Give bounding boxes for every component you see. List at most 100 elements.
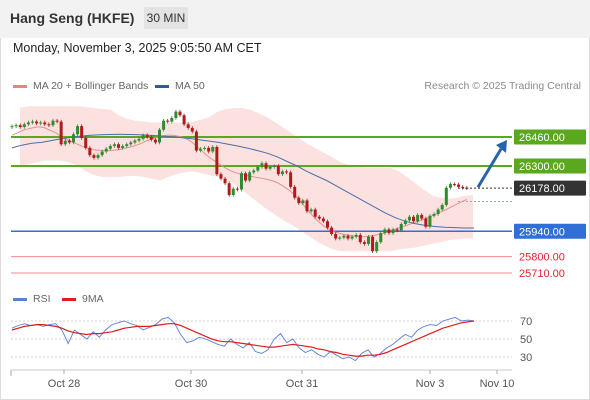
candle-body — [47, 124, 51, 126]
candle-body — [457, 184, 461, 187]
research-credit: Research © 2025 Trading Central — [424, 80, 581, 92]
rsi-tick-30: 30 — [520, 352, 532, 364]
candle-body — [436, 209, 440, 215]
candle-body — [317, 216, 321, 219]
candle-body — [80, 126, 84, 138]
candle-body — [51, 120, 55, 126]
candle-body — [203, 147, 207, 149]
candle-body — [330, 227, 334, 234]
x-tick-label: Oct 31 — [286, 378, 318, 390]
candle-body — [461, 186, 465, 188]
candle-body — [272, 166, 276, 167]
candle-body — [96, 155, 100, 158]
instrument-title: Hang Seng (HKFE) — [10, 10, 135, 26]
rsi-line — [11, 316, 475, 362]
candle-body — [407, 216, 411, 221]
level-label-box-25940.00 — [514, 223, 586, 239]
candle-body — [239, 173, 243, 190]
level-label-box-26460.00 — [514, 129, 586, 145]
candle-body — [10, 126, 14, 128]
candle-body — [71, 134, 75, 143]
rsi-panel: 70 50 30 — [11, 316, 532, 364]
x-axis: Oct 28 Oct 30 Oct 31 Nov 3 Nov 10 — [10, 369, 514, 390]
rsi-tick-50: 50 — [520, 334, 532, 346]
candle-body — [264, 163, 268, 169]
candle-body — [149, 137, 153, 140]
candle-body — [30, 121, 34, 123]
candle-body — [145, 135, 149, 137]
ma9-legend-swatch — [62, 298, 76, 301]
rsi-tick-70: 70 — [520, 316, 532, 328]
candle-body — [252, 170, 256, 173]
candle-body — [268, 166, 272, 169]
current-price-label: 26178.00 — [519, 183, 565, 195]
candle-body — [354, 234, 358, 237]
candle-body — [313, 209, 317, 217]
candle-body — [117, 144, 121, 148]
candle-body — [285, 171, 289, 173]
candle-body — [121, 146, 125, 148]
ma9-legend-label: 9MA — [82, 293, 104, 305]
candle-body — [428, 215, 432, 227]
candle-body — [219, 174, 223, 179]
candle-body — [399, 224, 403, 231]
candle-body — [43, 122, 47, 125]
ma50-legend-label: MA 50 — [175, 80, 205, 92]
level-label-25710.00: 25710.00 — [519, 268, 565, 280]
candle-body — [84, 137, 88, 148]
candle-body — [63, 140, 67, 145]
candle-body — [358, 234, 362, 243]
candle-body — [362, 242, 366, 244]
candle-body — [22, 124, 26, 128]
candle-body — [104, 148, 108, 152]
forecast-arrow — [476, 148, 503, 188]
candle-body — [387, 229, 391, 234]
candle-body — [424, 218, 428, 227]
candle-body — [305, 200, 309, 212]
candle-body — [256, 166, 260, 171]
candle-body — [186, 124, 190, 128]
candle-body — [55, 120, 59, 122]
candle-body — [170, 117, 174, 122]
rsi-legend-swatch — [13, 298, 27, 301]
x-tick-label: Nov 3 — [416, 378, 445, 390]
candle-body — [133, 140, 137, 143]
candle-body — [178, 111, 182, 116]
candle-body — [375, 242, 379, 252]
candle-body — [182, 115, 186, 125]
candle-body — [35, 121, 39, 124]
ma50-line — [11, 133, 474, 229]
candle-body — [92, 155, 96, 158]
candle-body — [420, 214, 424, 219]
candle-body — [289, 172, 293, 187]
candle-body — [395, 229, 399, 231]
candle-body — [125, 144, 129, 147]
ma50-legend-swatch — [155, 85, 169, 88]
candle-body — [416, 214, 420, 222]
candle-body — [260, 163, 264, 167]
candle-body — [350, 236, 354, 239]
candle-body — [309, 209, 313, 212]
candle-body — [440, 204, 444, 210]
period-button[interactable]: 30 MIN — [144, 7, 188, 29]
candle-body — [321, 218, 325, 222]
candle-body — [18, 125, 22, 128]
rsi-legend-label: RSI — [33, 293, 51, 305]
candle-body — [383, 229, 387, 234]
level-label-26460.00: 26460.00 — [519, 132, 565, 144]
candle-body — [293, 186, 297, 198]
candle-body — [338, 237, 342, 239]
candle-body — [194, 131, 198, 151]
candle-body — [244, 173, 248, 181]
candle-body — [198, 148, 202, 151]
forecast-arrowhead — [496, 140, 507, 153]
candle-body — [207, 147, 211, 152]
candle-body — [342, 235, 346, 238]
candle-body — [67, 140, 71, 143]
candle-body — [158, 129, 162, 143]
candle-body — [215, 146, 219, 175]
candle-body — [448, 184, 452, 188]
candle-body — [153, 139, 157, 143]
x-tick-label: Oct 28 — [48, 378, 80, 390]
chart-datetime: Monday, November 3, 2025 9:05:50 AM CET — [13, 41, 262, 55]
